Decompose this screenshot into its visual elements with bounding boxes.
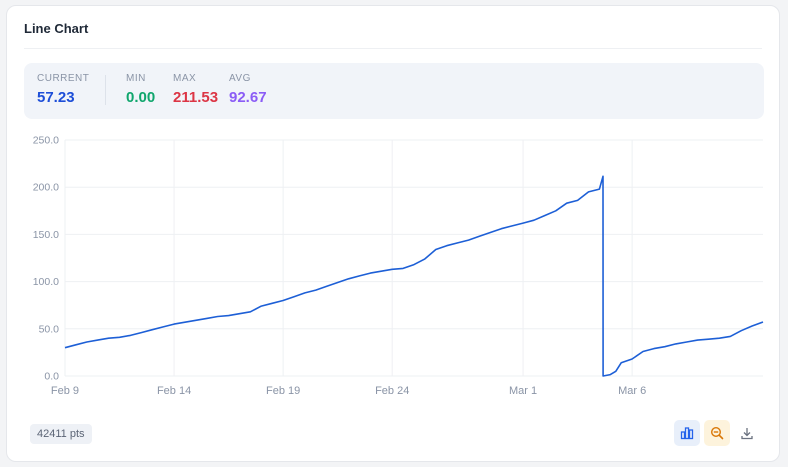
y-tick-label: 100.0 [33, 276, 59, 288]
bar-chart-icon [680, 427, 694, 440]
chart-card: Line Chart CURRENT 57.23 MIN 0.00 MAX 21… [6, 5, 780, 462]
y-tick-label: 150.0 [33, 229, 59, 241]
stat-max: MAX 211.53 [173, 73, 218, 106]
stat-min-value: 0.00 [126, 89, 156, 106]
stat-separator [105, 75, 106, 105]
x-tick-label: Feb 9 [51, 385, 79, 397]
points-count-badge: 42411 pts [30, 424, 92, 444]
y-tick-label: 0.0 [44, 371, 59, 383]
stat-avg-label: AVG [229, 73, 251, 84]
stat-current: CURRENT 57.23 [37, 73, 89, 106]
stat-current-value: 57.23 [37, 89, 75, 106]
x-tick-label: Mar 1 [509, 385, 537, 397]
stats-panel: CURRENT 57.23 MIN 0.00 MAX 211.53 AVG 92… [24, 63, 764, 119]
grid [64, 139, 763, 377]
y-axis-ticks: 0.0 50.0 100.0 150.0 200.0 250.0 [33, 135, 59, 383]
card-title: Line Chart [24, 21, 89, 36]
stat-max-value: 211.53 [173, 89, 219, 106]
stat-avg: AVG 92.67 [229, 73, 267, 106]
x-tick-label: Feb 24 [375, 385, 409, 397]
series-line [64, 175, 764, 377]
y-tick-label: 50.0 [39, 323, 60, 335]
zoom-out-icon [710, 426, 724, 440]
x-tick-label: Mar 6 [618, 385, 646, 397]
stat-min-label: MIN [126, 73, 146, 84]
download-button[interactable] [734, 420, 760, 446]
x-axis-ticks: Feb 9 Feb 14 Feb 19 Feb 24 Mar 1 Mar 6 [51, 385, 646, 397]
x-tick-label: Feb 14 [157, 385, 191, 397]
stat-avg-value: 92.67 [229, 89, 267, 106]
stat-min: MIN 0.00 [126, 73, 155, 106]
y-tick-label: 200.0 [33, 182, 59, 194]
stat-max-label: MAX [173, 73, 197, 84]
x-tick-label: Feb 19 [266, 385, 300, 397]
bar-chart-button[interactable] [674, 420, 700, 446]
download-icon [741, 428, 753, 440]
stat-current-label: CURRENT [37, 73, 90, 84]
zoom-out-button[interactable] [704, 420, 730, 446]
title-divider [24, 48, 762, 49]
y-tick-label: 250.0 [33, 135, 59, 147]
